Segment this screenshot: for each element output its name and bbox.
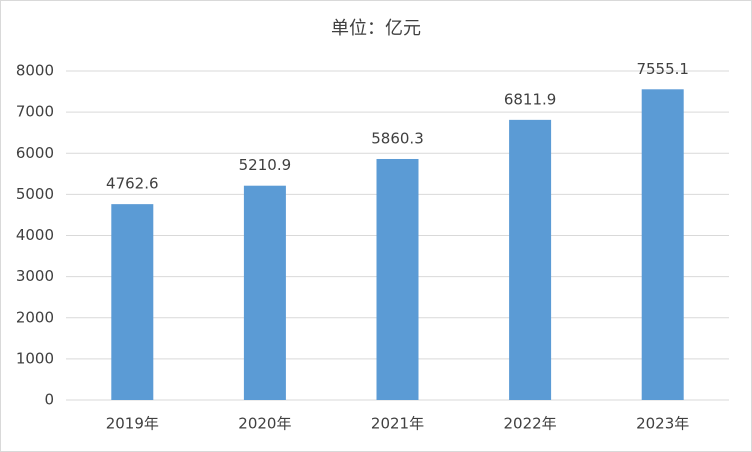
bar [376, 158, 419, 400]
data-label: 7555.1 [636, 60, 689, 78]
data-label: 5860.3 [371, 129, 424, 147]
y-tick-label: 4000 [16, 226, 54, 244]
data-label: 6811.9 [504, 90, 557, 108]
x-tick-label: 2020年 [238, 415, 291, 433]
x-tick-label: 2019年 [106, 415, 159, 433]
y-tick-label: 8000 [16, 62, 54, 80]
chart-title: 单位：亿元 [331, 18, 421, 39]
x-tick-label: 2023年 [636, 415, 689, 433]
x-tick-label: 2022年 [504, 415, 557, 433]
bar [243, 185, 286, 400]
bar [111, 204, 154, 400]
y-tick-label: 5000 [16, 185, 54, 203]
bar [509, 119, 552, 401]
y-tick-label: 2000 [16, 308, 54, 326]
y-tick-label: 3000 [16, 267, 54, 285]
data-label: 5210.9 [239, 156, 292, 174]
bar [641, 89, 684, 400]
y-tick-label: 0 [44, 391, 54, 409]
data-label: 4762.6 [106, 175, 159, 193]
y-tick-label: 1000 [16, 349, 54, 367]
x-tick-label: 2021年 [371, 415, 424, 433]
y-tick-label: 6000 [16, 144, 54, 162]
y-tick-label: 7000 [16, 103, 54, 121]
